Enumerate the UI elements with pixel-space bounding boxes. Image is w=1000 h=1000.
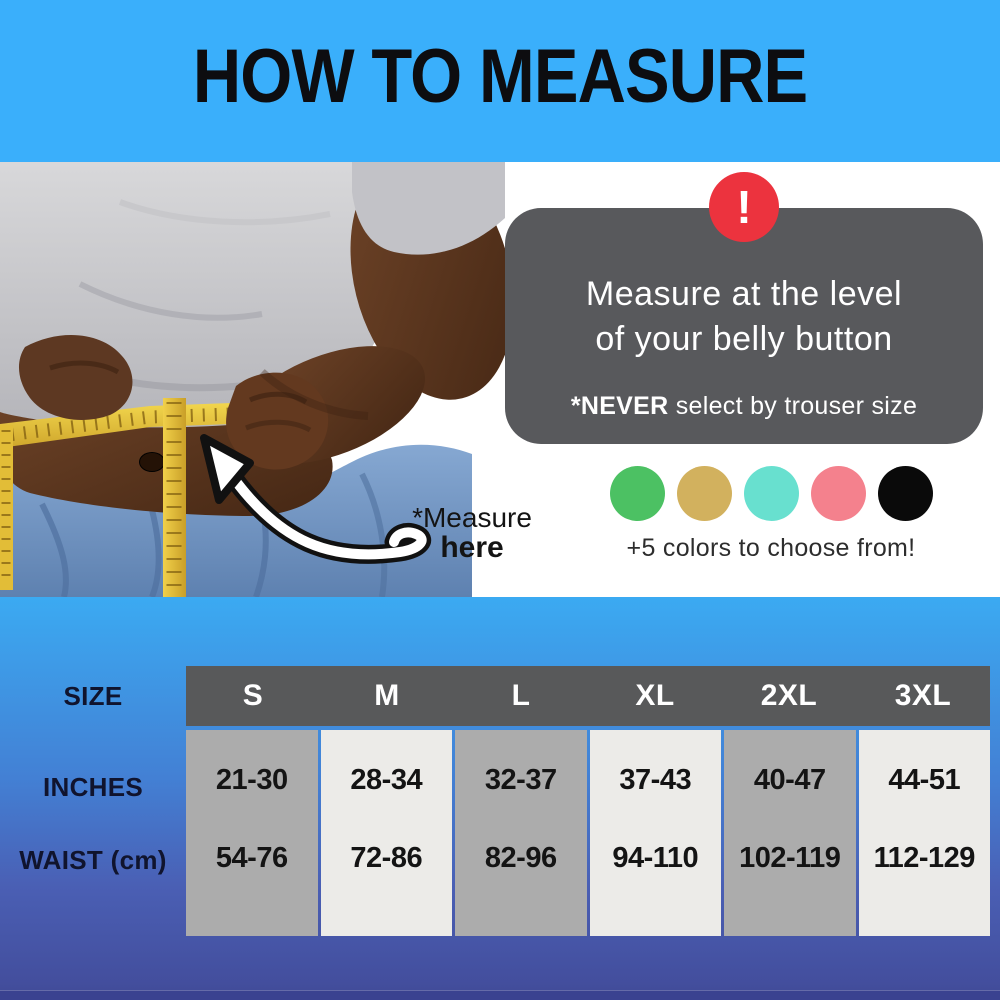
alert-icon: ! (709, 172, 779, 242)
column-m: 28-34 72-86 (320, 730, 452, 936)
header-cell-2xl: 2XL (760, 679, 818, 712)
color-options: +5 colors to choose from! (536, 466, 1000, 563)
cell-inches-m: 28-34 (350, 763, 423, 796)
measuring-tape-end (0, 425, 13, 590)
column-2xl: 40-47 102-119 (724, 730, 856, 936)
callout-note: *NEVER select by trouser size (505, 392, 983, 421)
swatch-row (609, 466, 933, 521)
left-hand-shape (18, 335, 133, 420)
row-label-inches: INCHES (42, 772, 144, 802)
size-chart-grid: S M L XL 2XL 3XL 21-30 54-76 28-34 72-86… (186, 666, 990, 936)
cell-inches-l: 32-37 (484, 763, 557, 796)
callout-line-2: of your belly button (595, 320, 893, 358)
column-s: 21-30 54-76 (186, 730, 318, 936)
size-chart-header: S M L XL 2XL 3XL (186, 666, 990, 726)
cell-waist-m: 72-86 (350, 841, 423, 874)
cell-inches-s: 21-30 (215, 763, 288, 796)
color-options-label: +5 colors to choose from! (626, 534, 916, 562)
color-swatch-tan (676, 466, 732, 521)
size-chart-section: SIZE INCHES WAIST (cm) S M L XL 2XL 3XL … (0, 597, 1000, 1000)
size-chart-body: 21-30 54-76 28-34 72-86 32-37 82-96 37-4… (186, 730, 990, 936)
row-label-waist: WAIST (cm) (19, 845, 167, 875)
column-l: 32-37 82-96 (455, 730, 587, 936)
cell-inches-2xl: 40-47 (753, 763, 826, 796)
header-cell-s: S (242, 679, 264, 712)
cell-waist-s: 54-76 (215, 841, 288, 874)
callout-note-bold: *NEVER (570, 392, 669, 420)
cell-waist-xl: 94-110 (612, 841, 699, 874)
color-swatch-black (877, 466, 933, 521)
cell-inches-xl: 37-43 (619, 763, 692, 796)
sleeve-shape (352, 162, 505, 255)
callout-note-rest: select by trouser size (668, 392, 918, 420)
cell-waist-2xl: 102-119 (739, 841, 841, 874)
product-photo (0, 162, 505, 597)
callout-line-1: Measure at the level (585, 275, 903, 313)
row-label-size: SIZE (63, 681, 123, 711)
belly-button (140, 453, 164, 471)
size-chart-row-labels: SIZE INCHES WAIST (cm) (0, 597, 186, 1000)
callout-card: ! Measure at the level of your belly but… (505, 172, 983, 444)
color-swatch-green (609, 466, 665, 521)
column-xl: 37-43 94-110 (589, 730, 721, 936)
measuring-tape-vertical (163, 398, 186, 597)
column-3xl: 44-51 112-129 (858, 730, 990, 936)
callout-message: Measure at the level of your belly butto… (505, 272, 983, 362)
measure-here-line-1: *Measure (412, 502, 532, 533)
header-cell-l: L (511, 679, 531, 712)
header-cell-m: M (374, 679, 400, 712)
middle-section: ! Measure at the level of your belly but… (0, 162, 1000, 597)
measure-here-line-2: here (440, 531, 504, 564)
color-swatch-pink (810, 466, 866, 521)
header-cell-xl: XL (635, 679, 675, 712)
header-cell-3xl: 3XL (894, 679, 952, 712)
cell-waist-3xl: 112-129 (873, 841, 976, 874)
cell-inches-3xl: 44-51 (888, 763, 961, 796)
page-title: HOW TO MEASURE (192, 33, 808, 119)
page-banner: HOW TO MEASURE (0, 0, 1000, 162)
measure-here-label: *Measure here (392, 503, 552, 563)
bottom-accent-strip (0, 990, 1000, 1000)
color-swatch-mint (743, 466, 799, 521)
cell-waist-l: 82-96 (484, 841, 557, 874)
